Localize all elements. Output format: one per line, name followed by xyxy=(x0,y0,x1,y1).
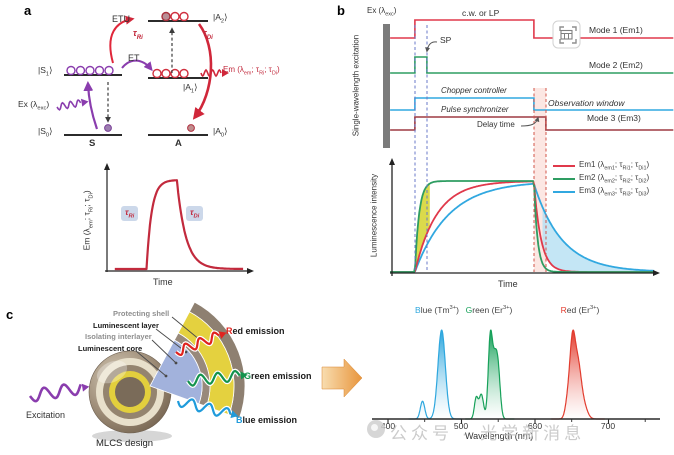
mode1-label: Mode 1 (Em1) xyxy=(589,25,643,35)
mlcs-design-label: MLCS design xyxy=(96,438,154,449)
emission-spectra-curves xyxy=(408,329,606,420)
watermark-text: 公众号 · 光学新消息 xyxy=(390,424,586,443)
watermark-logo xyxy=(367,420,385,438)
delay-leader-line xyxy=(520,116,540,127)
tau-decay-tag: τDi xyxy=(186,206,204,221)
panel-transition-arrow xyxy=(321,358,363,398)
excitation-label-b: Ex (λexc) xyxy=(367,6,397,18)
cw-lp-label: c.w. or LP xyxy=(462,8,500,18)
spectrum-title-blue: Blue (Tm3+) xyxy=(415,304,459,315)
delay-time-label: Delay time xyxy=(477,120,515,129)
sp-label: SP xyxy=(440,35,452,45)
tick-700: 700 xyxy=(600,421,616,431)
legend-swatch-em1 xyxy=(553,164,575,168)
emission-arrow xyxy=(192,23,213,120)
red-emission-initial: R xyxy=(226,326,233,336)
spectrum-title-green: Green (Er3+) xyxy=(465,304,513,315)
a1-population xyxy=(152,68,189,79)
panel-a-plot-ylabel: Em (λem; τRi; τDi) xyxy=(81,190,95,251)
a0-electron xyxy=(187,124,195,132)
mlcs-wedge xyxy=(149,301,246,420)
legend-swatch-em3 xyxy=(553,190,575,194)
blue-emission-initial: B xyxy=(236,415,243,425)
tau-rise-label: τRi xyxy=(133,28,143,41)
mlcs-sphere xyxy=(88,301,246,442)
level-a1-label: |A1⟩ xyxy=(183,82,198,95)
s0-electron xyxy=(104,124,112,132)
level-a0-label: |A0⟩ xyxy=(213,126,228,139)
tick-600: 600 xyxy=(527,421,543,431)
blue-emission-label: Blue emission xyxy=(236,415,298,425)
red-emission-label: Red emission xyxy=(226,326,285,336)
spectra-xlabel: Wavelength (nm) xyxy=(465,431,534,441)
etu-label: ETU xyxy=(112,14,130,24)
legend-item: Em2 (λem2; τRi2; τDi2) xyxy=(553,173,650,185)
panel-a-plot-xlabel: Time xyxy=(153,277,173,287)
panel-label-b: b xyxy=(337,3,345,18)
mode3-label: Mode 3 (Em3) xyxy=(587,113,641,123)
kinetics-xlabel: Time xyxy=(498,279,518,289)
wavy-arrows xyxy=(28,68,248,419)
a2-population xyxy=(161,11,189,22)
panel-label-a: a xyxy=(24,3,32,18)
kinetics-curves xyxy=(390,180,655,273)
sensitizer-label: S xyxy=(89,138,96,149)
et-arrow xyxy=(121,59,153,72)
panel-a-emission-curve xyxy=(114,179,244,271)
green-emission-initial: G xyxy=(244,371,252,381)
excitation-label-a: Ex (λexc) xyxy=(18,99,50,112)
tau-decay-label: τDi xyxy=(203,28,213,41)
et-label: ET xyxy=(128,53,140,63)
legend-item: Em3 (λem3; τRi3; τDi3) xyxy=(553,186,650,198)
panel-label-c: c xyxy=(6,307,14,322)
s1-population xyxy=(66,65,114,76)
chopper-label: Chopper controller xyxy=(441,86,507,95)
layer-label-interlayer: Isolating interlayer xyxy=(85,332,152,341)
excitation-label-c: Excitation xyxy=(26,410,66,420)
mode2-label: Mode 2 (Em2) xyxy=(589,60,643,70)
spectra-axis xyxy=(372,418,660,424)
spectrum-title-red: Red (Er3+) xyxy=(560,304,600,315)
kinetics-plot-axes xyxy=(389,158,660,276)
table-capture-icon xyxy=(552,20,581,49)
emission-label-a: Em (λem; τRi; τDi) xyxy=(223,65,280,77)
event-lines xyxy=(414,25,547,272)
tau-rise-tag: τRi xyxy=(121,206,139,221)
layer-label-shell: Protecting shell xyxy=(113,309,170,318)
level-s1-label: |S1⟩ xyxy=(38,65,53,78)
activator-label: A xyxy=(175,138,182,149)
timing-ylabel: Single-wavelength excitation xyxy=(351,34,361,137)
energy-level-diagram xyxy=(64,11,213,136)
pulse-sync-label: Pulse synchronizer xyxy=(441,105,509,114)
excitation-source-bar xyxy=(383,24,390,148)
legend-swatch-em2 xyxy=(553,177,575,181)
layer-label-luminescent-layer: Luminescent layer xyxy=(93,321,159,330)
excitation-arrow xyxy=(83,81,99,130)
tick-400: 400 xyxy=(380,421,396,431)
legend-label-em1: Em1 (λem1; τRi1; τDi1) xyxy=(579,160,650,172)
kinetics-ylabel: Luminescence intensity xyxy=(369,173,379,258)
legend-label-em2: Em2 (λem2; τRi2; τDi2) xyxy=(579,173,650,185)
kinetics-legend: Em1 (λem1; τRi1; τDi1) Em2 (λem2; τRi2; … xyxy=(553,160,650,200)
etu-arrow xyxy=(109,15,135,64)
layer-label-core: Luminescent core xyxy=(78,344,143,353)
legend-item: Em1 (λem1; τRi1; τDi1) xyxy=(553,160,650,172)
legend-label-em3: Em3 (λem3; τRi3; τDi3) xyxy=(579,186,650,198)
sp-leader-line xyxy=(425,41,438,53)
observation-window-label: Observation window xyxy=(548,98,625,108)
tick-500: 500 xyxy=(453,421,469,431)
level-s0-label: |S0⟩ xyxy=(38,126,53,139)
level-a2-label: |A2⟩ xyxy=(213,12,228,25)
panel-a-plot-axes xyxy=(104,163,254,274)
green-emission-label: Green emission xyxy=(244,371,312,381)
